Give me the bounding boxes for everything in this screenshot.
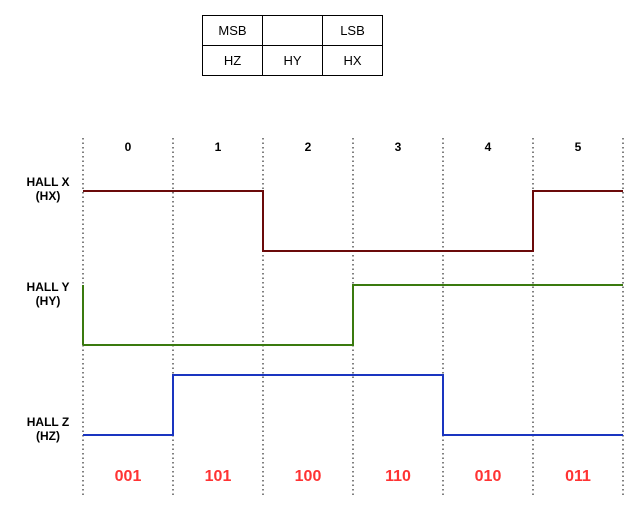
signal-abbr-hz: (HZ) (36, 429, 60, 443)
bit-cell-msb: MSB (202, 15, 263, 46)
signal-labels: HALL X(HX) HALL Y(HY) HALL Z(HZ) (26, 175, 69, 443)
signal-name-hy: HALL Y (27, 280, 70, 294)
step-label-5: 5 (575, 140, 582, 154)
code-labels: 001 101 100 110 010 011 (115, 468, 591, 485)
code-label-1: 101 (205, 468, 232, 485)
step-label-4: 4 (485, 140, 492, 154)
signal-abbr-hx: (HX) (36, 189, 61, 203)
signal-name-hx: HALL X (26, 175, 69, 189)
signal-abbr-hy: (HY) (36, 294, 61, 308)
step-label-3: 3 (395, 140, 402, 154)
bit-cell-mid (262, 15, 323, 46)
code-label-5: 011 (565, 468, 591, 485)
step-label-1: 1 (215, 140, 222, 154)
code-label-4: 010 (475, 468, 502, 485)
code-label-2: 100 (295, 468, 322, 485)
waveform-hx (83, 190, 623, 252)
bit-cell-hz: HZ (202, 45, 263, 76)
step-label-2: 2 (305, 140, 312, 154)
waveform-hz (83, 374, 623, 436)
bit-order-table: MSB LSB HZ HY HX (202, 15, 383, 76)
bit-sensor-row: HZ HY HX (202, 45, 383, 76)
code-label-0: 001 (115, 468, 142, 485)
step-labels: 0 1 2 3 4 5 (125, 140, 582, 154)
step-label-0: 0 (125, 140, 132, 154)
waveform-hy (83, 284, 623, 346)
bit-cell-hx: HX (322, 45, 383, 76)
code-label-3: 110 (385, 468, 411, 485)
waveforms (82, 190, 623, 436)
signal-name-hz: HALL Z (27, 415, 69, 429)
